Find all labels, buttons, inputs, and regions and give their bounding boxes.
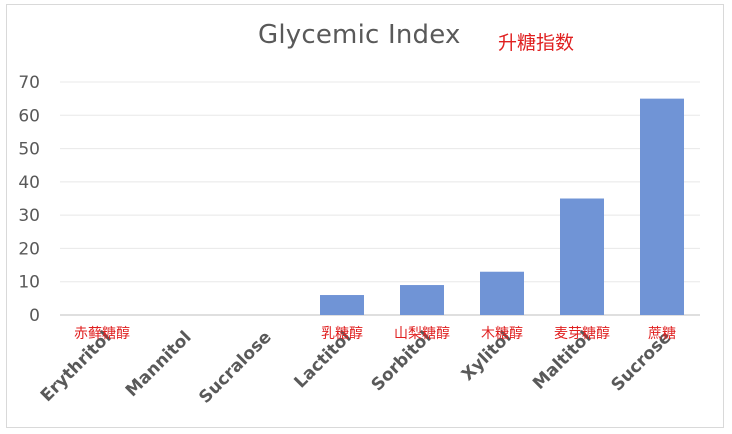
chart-title: Glycemic Index [258,20,461,50]
chart-frame [6,4,724,428]
y-tick-label: 70 [18,73,40,93]
x-tick-label-chinese: 木糖醇 [481,325,523,342]
bar [640,98,684,316]
x-tick-label: Sucralose [195,327,275,407]
y-tick-label: 10 [18,273,40,293]
y-tick-label: 0 [29,306,40,326]
x-tick-label-chinese: 山梨糖醇 [394,325,450,342]
y-tick-label: 60 [18,106,40,126]
x-tick-label-chinese: 乳糖醇 [321,325,363,342]
y-tick-label: 30 [18,206,40,226]
x-tick-label-chinese: 蔗糖 [648,326,676,342]
chart-title-chinese: 升糖指数 [498,32,575,54]
x-tick-label-chinese: 赤藓糖醇 [74,325,130,342]
y-tick-label: 20 [18,239,40,259]
x-tick-label-chinese: 麦芽糖醇 [554,325,610,342]
x-tick-label: Mannitol [122,327,196,401]
bar [480,271,524,315]
bar [560,198,604,315]
bar [320,295,364,315]
y-tick-label: 40 [18,173,40,193]
bar [400,285,444,315]
y-tick-label: 50 [18,140,40,160]
